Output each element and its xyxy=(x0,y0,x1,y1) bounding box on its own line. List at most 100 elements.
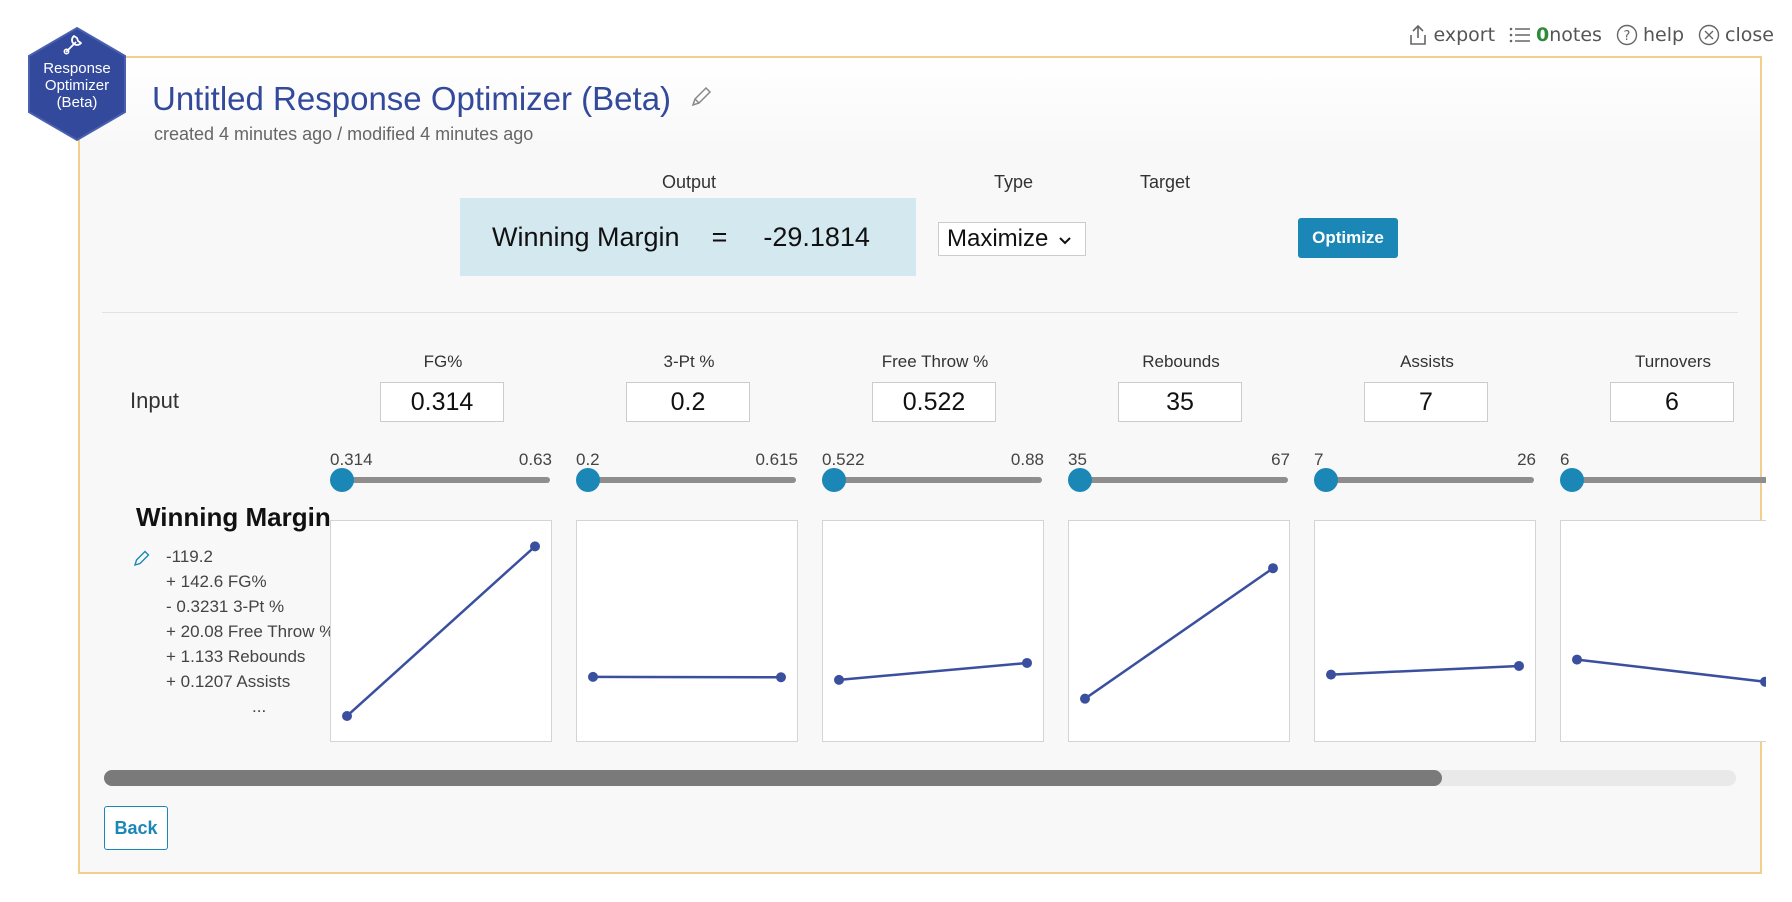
profile-point-low xyxy=(1326,669,1336,680)
factor-name: Assists xyxy=(1400,352,1454,371)
factor-slider-track[interactable] xyxy=(582,477,796,483)
back-button[interactable]: Back xyxy=(104,806,168,850)
output-display: Winning Margin = -29.1814 xyxy=(460,198,916,276)
profile-point-high xyxy=(1514,660,1524,671)
equation-term: - 0.3231 3-Pt % xyxy=(166,597,285,616)
type-selected-value: Maximize xyxy=(947,225,1049,252)
output-value: -29.1814 xyxy=(763,221,870,252)
optimize-button[interactable]: Optimize xyxy=(1298,218,1398,258)
factor-turnovers: Turnovers 6 6 xyxy=(1560,308,1766,808)
factor-max: 0.63 xyxy=(518,450,552,469)
factor-slider-handle[interactable] xyxy=(1560,468,1584,492)
profile-line xyxy=(1576,658,1766,684)
factor-input[interactable]: 7 xyxy=(1364,382,1488,422)
profile-point-low xyxy=(588,671,598,682)
factor-name: 3-Pt % xyxy=(663,352,715,371)
svg-text:?: ? xyxy=(1624,29,1631,44)
factor-slider-track[interactable] xyxy=(336,477,550,483)
factor-profile-plot xyxy=(330,520,552,742)
equation-ellipsis: ... xyxy=(252,697,267,716)
response-name: Winning Margin xyxy=(136,502,331,532)
factor-slider-track[interactable] xyxy=(828,477,1042,483)
profile-point-low xyxy=(1080,693,1090,704)
panel-header xyxy=(80,58,1760,148)
profile-line xyxy=(1084,567,1274,700)
factor-assists: Assists 7 7 26 xyxy=(1314,308,1540,808)
optimizer-panel: Untitled Response Optimizer (Beta) creat… xyxy=(78,56,1766,874)
export-button[interactable]: export xyxy=(1408,24,1495,46)
badge-label-line: (Beta) xyxy=(56,94,98,111)
horizontal-scrollbar[interactable] xyxy=(104,770,1736,786)
factor-min: 7 xyxy=(1314,450,1324,469)
factor-input[interactable]: 35 xyxy=(1118,382,1242,422)
type-select[interactable]: Maximize xyxy=(938,222,1086,256)
profile-point-high xyxy=(1760,676,1766,687)
factor-min: 0.522 xyxy=(822,450,865,469)
output-column-label: Output xyxy=(662,172,717,192)
factor-profile-plot xyxy=(1314,520,1536,742)
badge-label: Response Optimizer (Beta) xyxy=(26,60,128,111)
top-toolbar: export 0notes ? help close xyxy=(1408,24,1774,46)
factor-slider-track[interactable] xyxy=(1566,477,1766,483)
response-optimizer-badge xyxy=(28,26,126,142)
profile-line xyxy=(346,545,536,717)
factors-scroll-area: FG% 0.314 0.314 0.63 3-Pt % 0.2 0.2 0.61… xyxy=(330,308,1766,808)
edit-equation-pencil-icon[interactable] xyxy=(132,548,152,572)
page-title[interactable]: Untitled Response Optimizer (Beta) xyxy=(152,80,672,117)
factor-slider-track[interactable] xyxy=(1320,477,1534,483)
equation-term: -119.2 xyxy=(166,547,213,566)
profile-point-low xyxy=(1572,654,1582,665)
type-column-label: Type xyxy=(994,172,1034,192)
factor-profile-plot xyxy=(822,520,1044,742)
factor-name: Rebounds xyxy=(1142,352,1220,371)
factor-slider-handle[interactable] xyxy=(1314,468,1338,492)
input-row-label: Input xyxy=(130,388,179,413)
factor-input[interactable]: 6 xyxy=(1610,382,1734,422)
output-equals: = xyxy=(711,221,728,252)
close-label: close xyxy=(1725,24,1774,46)
factor-input[interactable]: 0.314 xyxy=(380,382,504,422)
edit-title-pencil-icon[interactable] xyxy=(688,84,714,114)
notes-count: 0 xyxy=(1536,24,1550,46)
profile-point-high xyxy=(1022,657,1032,668)
section-divider xyxy=(102,312,1738,313)
factor-slider-handle[interactable] xyxy=(822,468,846,492)
factor-slider-handle[interactable] xyxy=(1068,468,1092,492)
factor-max: 26 xyxy=(1517,450,1536,469)
profile-point-high xyxy=(1268,563,1278,574)
profile-line xyxy=(838,661,1028,682)
profile-point-high xyxy=(530,541,540,552)
factor-slider-handle[interactable] xyxy=(576,468,600,492)
notes-button[interactable]: 0notes xyxy=(1509,24,1602,46)
help-label: help xyxy=(1642,24,1685,46)
factor-min: 0.314 xyxy=(330,450,373,469)
help-icon: ? xyxy=(1616,24,1638,46)
close-button[interactable]: close xyxy=(1698,24,1774,46)
profile-point-high xyxy=(776,672,786,683)
equation-term: + 20.08 Free Throw % xyxy=(166,622,335,641)
export-label: export xyxy=(1433,24,1496,46)
factor-slider-track[interactable] xyxy=(1074,477,1288,483)
factor-max: 0.615 xyxy=(755,450,798,469)
factor-min: 6 xyxy=(1560,450,1570,469)
help-button[interactable]: ? help xyxy=(1616,24,1684,46)
factor-max: 67 xyxy=(1271,450,1290,469)
factor-max: 0.88 xyxy=(1010,450,1044,469)
list-icon xyxy=(1509,26,1531,44)
factor-profile-plot xyxy=(1068,520,1290,742)
factor-fg: FG% 0.314 0.314 0.63 xyxy=(330,308,556,808)
factor-rebounds: Rebounds 35 35 67 xyxy=(1068,308,1294,808)
close-icon xyxy=(1698,24,1720,46)
notes-label: notes xyxy=(1549,24,1602,46)
profile-point-low xyxy=(342,710,352,721)
factor-slider-handle[interactable] xyxy=(330,468,354,492)
profile-line xyxy=(1330,664,1520,676)
factor-input[interactable]: 0.522 xyxy=(872,382,996,422)
scrollbar-thumb[interactable] xyxy=(104,770,1443,786)
profile-point-low xyxy=(834,674,844,685)
factor-input[interactable]: 0.2 xyxy=(626,382,750,422)
equation-term: + 0.1207 Assists xyxy=(166,672,291,691)
badge-label-line: Optimizer xyxy=(44,77,110,94)
equation-term: + 1.133 Rebounds xyxy=(166,647,306,666)
chevron-down-icon xyxy=(1058,225,1072,253)
